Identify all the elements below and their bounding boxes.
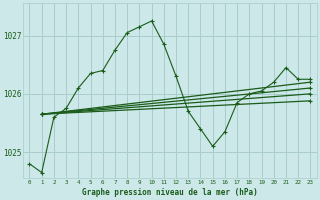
X-axis label: Graphe pression niveau de la mer (hPa): Graphe pression niveau de la mer (hPa) [82, 188, 258, 197]
